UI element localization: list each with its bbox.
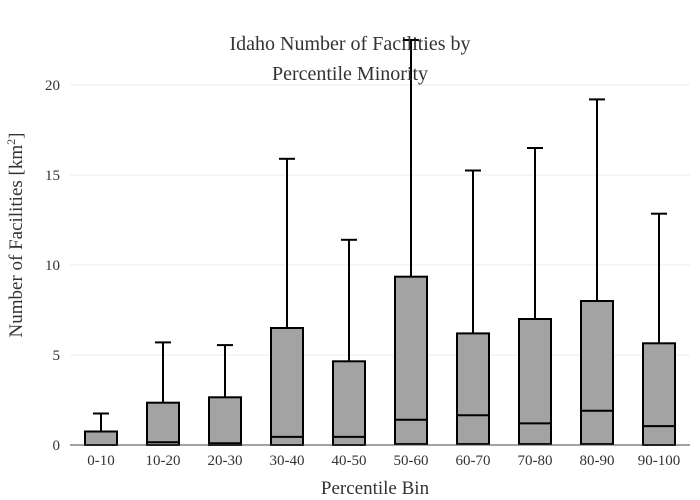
y-axis-label-main: Number of Facilities [km xyxy=(6,145,27,338)
box-70-80 xyxy=(518,147,552,446)
box-80-90 xyxy=(580,98,614,446)
chart-title-line-1: Idaho Number of Facilities by xyxy=(229,33,470,55)
x-tick-label: 0-10 xyxy=(87,453,115,469)
x-axis-label: Percentile Bin xyxy=(321,478,430,499)
y-tick-label: 5 xyxy=(53,348,61,364)
box-iqr xyxy=(642,342,676,446)
y-tick-labels: 0 5 10 15 20 xyxy=(45,78,60,454)
x-tick-label: 60-70 xyxy=(456,453,491,469)
box-30-40 xyxy=(270,157,304,446)
y-tick-label: 15 xyxy=(45,168,60,184)
box-iqr xyxy=(270,327,304,446)
box-iqr xyxy=(332,360,366,446)
box-iqr xyxy=(84,430,118,446)
box-iqr xyxy=(208,396,242,446)
y-axis-label: Number of Facilities [km2] xyxy=(4,133,27,338)
box-iqr xyxy=(456,332,490,446)
box-iqr xyxy=(146,401,180,447)
box-20-30 xyxy=(208,344,242,446)
x-tick-label: 20-30 xyxy=(208,453,243,469)
box-40-50 xyxy=(332,238,366,446)
box-10-20 xyxy=(146,341,180,447)
box-iqr xyxy=(580,300,614,446)
x-tick-label: 50-60 xyxy=(394,453,429,469)
y-tick-label: 10 xyxy=(45,258,60,274)
boxes xyxy=(84,39,676,447)
y-axis-label-close: ] xyxy=(6,133,27,139)
x-tick-label: 80-90 xyxy=(580,453,615,469)
x-tick-label: 10-20 xyxy=(146,453,181,469)
x-tick-label: 70-80 xyxy=(518,453,553,469)
box-90-100 xyxy=(642,212,676,446)
y-tick-label: 0 xyxy=(53,438,61,454)
x-tick-label: 90-100 xyxy=(638,453,681,469)
box-60-70 xyxy=(456,169,490,446)
box-iqr xyxy=(518,318,552,446)
box-iqr xyxy=(394,275,428,446)
x-tick-labels: 0-10 10-20 20-30 30-40 40-50 50-60 60-70 70-80 8… xyxy=(87,453,680,469)
y-tick-label: 20 xyxy=(45,78,60,94)
chart-title-line-2: Percentile Minority xyxy=(272,63,428,85)
y-axis-label-superscript: 2 xyxy=(4,139,18,145)
box-0-10 xyxy=(84,412,118,446)
x-tick-label: 40-50 xyxy=(332,453,367,469)
x-tick-label: 30-40 xyxy=(270,453,305,469)
box-50-60 xyxy=(394,39,428,446)
